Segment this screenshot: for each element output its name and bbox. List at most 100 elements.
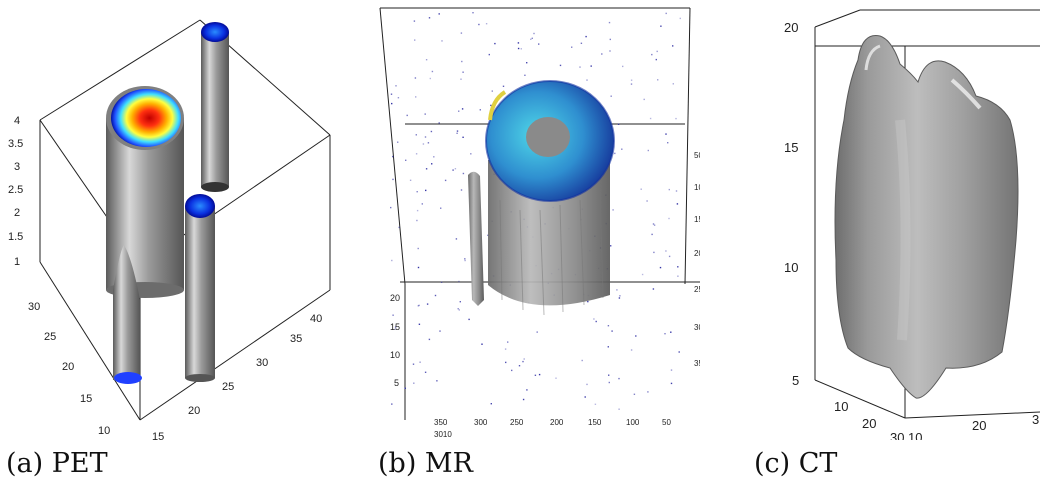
pet-3d-plot: 4 3.5 3 2.5 2 1.5 1 30 25 20 15 10 15 20… (8, 19, 331, 440)
pet-panel: 4 3.5 3 2.5 2 1.5 1 30 25 20 15 10 15 20… (0, 0, 340, 440)
noise-dot (390, 93, 393, 95)
noise-dot (454, 168, 457, 170)
tick-label: 350 (434, 418, 448, 427)
noise-dot (481, 343, 483, 345)
noise-dot (511, 369, 513, 372)
noise-dot (586, 79, 588, 81)
tick-label: 10 (784, 260, 798, 275)
tick-label: 35 (290, 333, 302, 345)
noise-dot (436, 380, 438, 382)
mr-panel: 50 100 150 200 250 300 350 20 15 10 5 35… (360, 0, 700, 440)
noise-dot (462, 71, 464, 73)
noise-dot (414, 39, 416, 41)
noise-dot (670, 382, 673, 385)
tick-label: 15 (80, 393, 92, 405)
noise-dot (440, 207, 442, 209)
noise-dot (424, 136, 427, 138)
noise-dot (417, 247, 419, 250)
noise-dot (672, 45, 674, 47)
noise-dot (416, 191, 418, 193)
noise-dot (665, 12, 667, 15)
noise-dot (392, 155, 394, 158)
noise-dot (622, 65, 624, 68)
tick-label: 2.5 (8, 184, 23, 196)
noise-dot (405, 159, 407, 161)
noise-dot (427, 142, 430, 144)
noise-dot (458, 110, 460, 112)
noise-dot (391, 102, 393, 105)
noise-dot (460, 189, 463, 191)
noise-dot (610, 245, 612, 247)
noise-dot (533, 32, 535, 35)
noise-dot (657, 79, 659, 81)
noise-dot (468, 318, 470, 321)
noise-dot (612, 209, 614, 211)
noise-dot (635, 335, 637, 337)
noise-dot (490, 403, 492, 405)
noise-dot (431, 163, 433, 165)
mr-x-ticks: 350 300 250 200 150 100 50 3010 (434, 418, 671, 439)
noise-dot (428, 338, 431, 341)
noise-dot (679, 17, 681, 20)
noise-dot (505, 361, 507, 364)
tick-label: 20 (972, 418, 986, 433)
noise-dot (394, 326, 397, 328)
noise-dot (391, 403, 393, 405)
noise-dot (478, 23, 480, 26)
noise-dot (665, 133, 667, 135)
noise-dot (609, 50, 611, 52)
noise-dot (391, 259, 393, 262)
noise-dot (461, 60, 463, 63)
noise-dot (534, 374, 537, 376)
noise-dot (419, 361, 421, 363)
noise-dot (618, 377, 620, 380)
ct-3d-plot: 20 15 10 5 10 20 30 10 20 3 (784, 9, 1040, 440)
noise-dot (609, 38, 611, 41)
tick-label: 350 (694, 359, 700, 368)
noise-dot (618, 297, 621, 299)
mr-z-ticks: 20 15 10 5 (390, 293, 400, 388)
tick-label: 10 (834, 399, 848, 414)
tick-label: 15 (390, 322, 400, 332)
tick-label: 3.5 (8, 138, 23, 150)
noise-dot (479, 109, 481, 111)
corner-label: 3010 (434, 430, 452, 439)
tick-label: 50 (662, 418, 671, 427)
noise-dot (428, 17, 431, 19)
noise-dot (584, 396, 586, 398)
noise-dot (607, 325, 610, 327)
noise-dot (421, 203, 423, 205)
noise-dot (409, 179, 412, 181)
tick-label: 300 (474, 418, 488, 427)
noise-dot (422, 143, 425, 145)
noise-dot (594, 403, 597, 405)
noise-dot (520, 48, 522, 50)
noise-dot (579, 66, 581, 68)
caption-mr: (b) MR (378, 448, 473, 479)
tick-label: 50 (694, 151, 700, 160)
noise-dot (431, 70, 434, 73)
tick-label: 20 (188, 405, 200, 417)
noise-dot (464, 259, 466, 262)
noise-dot (630, 83, 633, 85)
noise-dot (434, 294, 437, 297)
mr-ring-hole (526, 117, 570, 157)
pet-cylinder-back (201, 22, 229, 192)
noise-dot (571, 46, 573, 48)
noise-dot (660, 25, 662, 27)
pet-y-ticks: 30 25 20 15 10 (28, 301, 110, 437)
noise-dot (668, 217, 670, 220)
noise-dot (646, 200, 648, 202)
noise-dot (458, 280, 460, 283)
tick-label: 20 (862, 416, 876, 431)
noise-dot (426, 303, 429, 305)
tick-label: 1.5 (8, 231, 23, 243)
noise-dot (587, 300, 589, 303)
noise-dot (580, 42, 583, 44)
noise-dot (438, 122, 440, 124)
tick-label: 20 (784, 20, 798, 35)
tick-label: 200 (550, 418, 564, 427)
noise-dot (656, 50, 658, 53)
noise-dot (429, 77, 431, 80)
noise-dot (457, 308, 459, 310)
